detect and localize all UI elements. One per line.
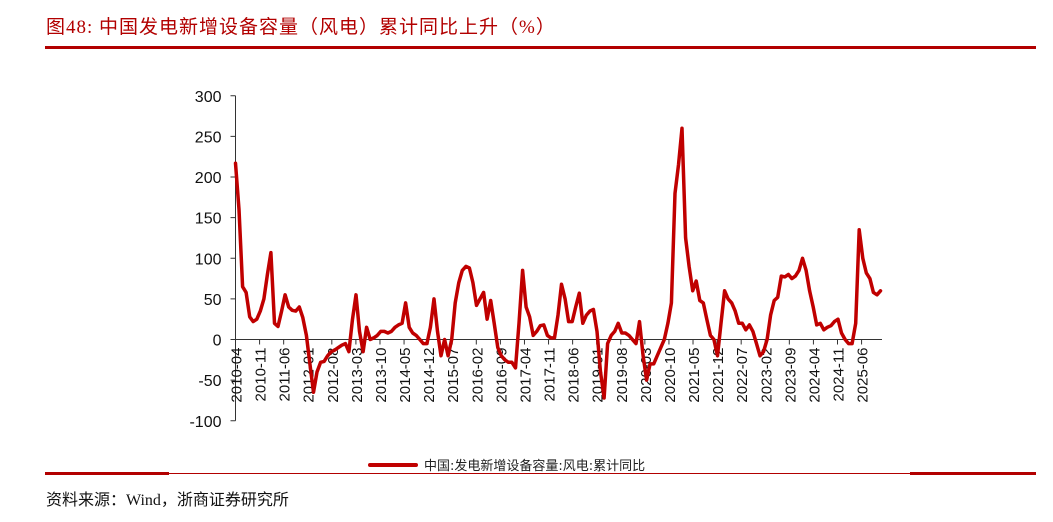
x-tick-label: 2013-10 (373, 348, 390, 403)
x-tick-label: 2020-10 (662, 348, 679, 403)
footer-divider-left-accent (45, 472, 169, 475)
x-tick-label: 2021-12 (710, 348, 727, 403)
x-tick-label: 2023-09 (782, 348, 799, 403)
legend-line-swatch-icon (368, 462, 418, 467)
x-tick-label: 2022-07 (734, 348, 751, 403)
x-tick-label: 2024-11 (831, 348, 848, 402)
x-tick-label: 2019-08 (614, 348, 631, 403)
x-tick-label: 2017-04 (517, 348, 534, 403)
x-tick-label: 2010-04 (229, 348, 246, 403)
x-tick-label: 2023-02 (758, 348, 775, 403)
x-tick-label: 2014-12 (421, 348, 438, 403)
y-axis: -100 -50 0 50 100 150 200 250 300 (189, 89, 236, 431)
series-line (233, 126, 883, 400)
chart-legend: 中国:发电新增设备容量:风电:累计同比 (368, 455, 645, 474)
figure-title: 图48: 中国发电新增设备容量（风电）累计同比上升（%） (46, 17, 556, 38)
x-tick-label: 2024-04 (806, 348, 823, 403)
x-tick-label: 2012-08 (325, 348, 342, 403)
footer-divider (45, 473, 1036, 474)
x-tick-label: 2016-02 (469, 348, 486, 403)
y-tick-label: 250 (195, 129, 222, 146)
x-tick-label: 2017-11 (542, 348, 559, 402)
y-tick-label: 300 (195, 89, 222, 106)
y-tick-label: 150 (195, 211, 222, 228)
y-tick-label: 0 (213, 333, 222, 350)
x-tick-label: 2025-06 (855, 348, 872, 403)
y-tick-label: -50 (198, 373, 221, 390)
header-divider (45, 46, 1036, 49)
y-tick-label: 100 (195, 251, 222, 268)
legend-label: 中国:发电新增设备容量:风电:累计同比 (424, 459, 646, 474)
x-tick-label: 2014-05 (397, 348, 414, 403)
y-tick-label: -100 (189, 414, 221, 431)
source-note: 资料来源：Wind，浙商证券研究所 (46, 492, 289, 509)
y-tick-label: 50 (204, 292, 222, 309)
footer-divider-right-accent (910, 472, 1036, 475)
y-tick-label: 200 (195, 170, 222, 187)
x-tick-label: 2015-07 (445, 348, 462, 403)
x-tick-label: 2018-06 (566, 348, 583, 403)
x-tick-label: 2010-11 (253, 348, 270, 402)
x-tick-label: 2011-06 (277, 348, 294, 402)
x-axis: 2010-04 2010-11 2011-06 2012-01 2012-08 2013-… (229, 339, 882, 403)
x-tick-label: 2013-03 (349, 348, 366, 403)
x-tick-label: 2021-05 (686, 348, 703, 403)
